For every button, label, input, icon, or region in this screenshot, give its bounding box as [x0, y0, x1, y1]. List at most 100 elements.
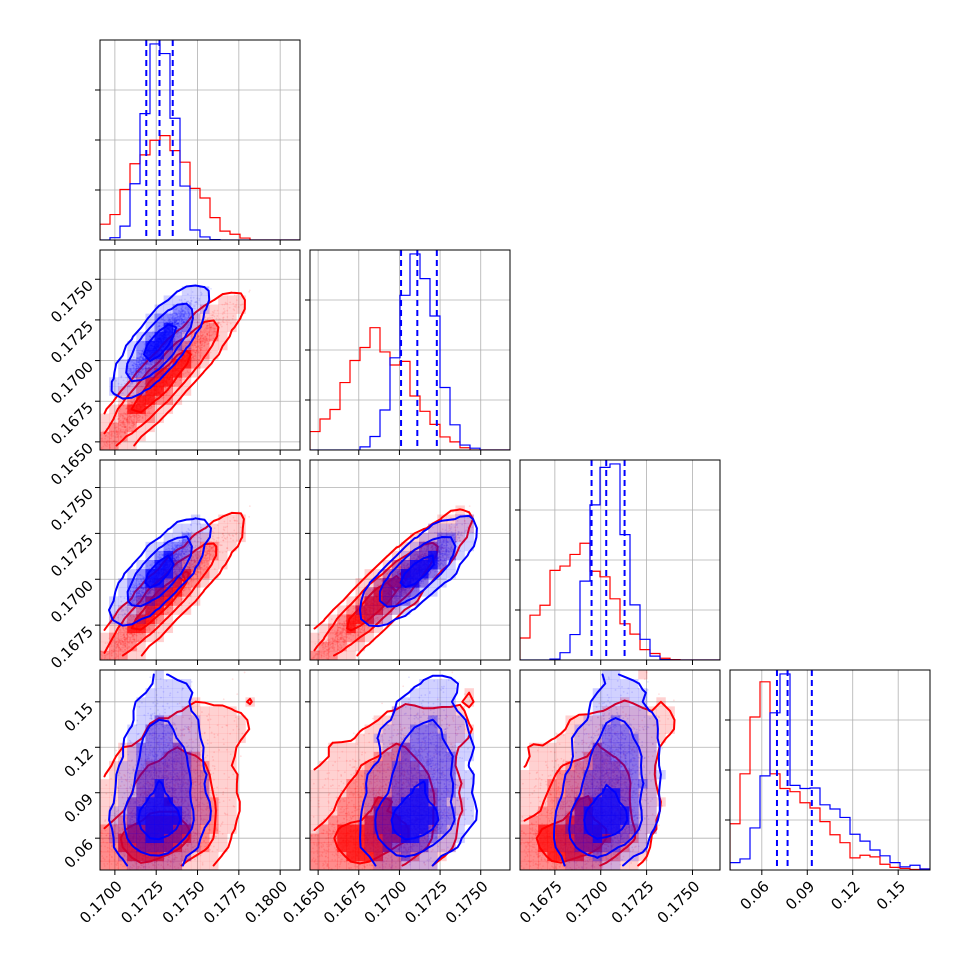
sample-point-series-1: [136, 367, 139, 370]
sample-point-series-2: [126, 418, 128, 421]
density-cell-series-2: [136, 413, 146, 424]
sample-point-series-2: [192, 356, 194, 359]
sample-point-series-2: [150, 405, 153, 408]
sample-point-series-2: [126, 419, 128, 422]
sample-point-series-2: [197, 351, 200, 354]
density-cell-series-1: [190, 286, 201, 296]
sample-point-series-1: [158, 325, 161, 327]
sample-point-series-2: [199, 341, 202, 344]
sample-point-series-2: [217, 321, 220, 324]
sample-point-series-2: [121, 421, 123, 423]
sample-point-series-2: [119, 415, 122, 418]
sample-point-series-2: [225, 319, 228, 322]
sample-point-series-1: [170, 317, 173, 320]
sample-point-series-2: [171, 386, 173, 389]
sample-point-series-2: [138, 416, 141, 419]
sample-point-series-2: [223, 310, 226, 313]
sample-point-series-2: [100, 437, 103, 440]
sample-point-series-2: [124, 425, 127, 428]
sample-point-series-1: [143, 358, 145, 361]
sample-point-series-2: [204, 319, 207, 321]
sample-point-series-2: [120, 413, 122, 416]
sample-point-series-2: [129, 400, 132, 403]
sample-point-series-2: [124, 423, 126, 426]
sample-point-series-2: [109, 447, 111, 449]
sample-point-series-2: [189, 348, 191, 350]
sample-point-series-2: [108, 441, 111, 444]
sample-point-series-2: [97, 451, 99, 453]
sample-point-series-2: [209, 326, 211, 329]
sample-point-series-2: [128, 402, 130, 405]
sample-point-series-2: [192, 355, 195, 358]
sample-point-series-2: [131, 422, 134, 425]
sample-point-series-2: [211, 333, 214, 336]
sample-point-series-2: [191, 342, 194, 345]
sample-point-series-2: [97, 653, 99, 655]
sample-point-series-1: [129, 370, 132, 373]
sample-point-series-1: [140, 353, 143, 356]
sample-point-series-2: [213, 315, 216, 318]
sample-point-series-2: [208, 323, 211, 326]
sample-point-series-2: [94, 677, 96, 679]
sample-point-series-2: [216, 315, 219, 317]
sample-point-series-1: [168, 320, 171, 323]
sample-point-series-2: [141, 417, 144, 419]
sample-point-series-2: [135, 413, 138, 416]
sample-point-series-2: [94, 464, 96, 466]
sample-point-series-2: [194, 340, 197, 342]
sample-point-series-2: [140, 389, 142, 392]
sample-point-series-2: [200, 348, 202, 351]
sample-point-series-2: [189, 335, 192, 338]
sample-point-series-2: [124, 419, 127, 421]
sample-point-series-2: [199, 349, 202, 351]
sample-point-series-2: [211, 327, 214, 330]
sample-point-series-2: [228, 306, 231, 309]
density-cell-series-2: [218, 322, 228, 333]
sample-point-series-2: [125, 418, 128, 420]
sample-point-series-2: [204, 338, 207, 340]
sample-point-series-1: [173, 314, 175, 317]
sample-point-series-2: [237, 306, 240, 308]
sample-point-series-2: [206, 332, 209, 335]
sample-point-series-2: [218, 334, 221, 337]
sample-point-series-1: [182, 321, 185, 323]
sample-point-series-2: [115, 421, 118, 424]
sample-point-series-2: [78, 683, 80, 685]
density-cell-series-1: [190, 295, 201, 305]
sample-point-series-2: [195, 356, 198, 359]
sample-point-series-2: [133, 421, 135, 424]
sample-point-series-2: [209, 338, 211, 341]
sample-point-series-2: [196, 345, 199, 348]
sample-point-series-2: [162, 396, 165, 399]
sample-point-series-2: [212, 332, 215, 334]
sample-point-series-2: [99, 662, 101, 664]
sample-point-series-1: [192, 296, 195, 299]
sample-point-series-2: [124, 428, 127, 431]
sample-point-series-2: [132, 424, 135, 427]
sample-point-series-2: [126, 421, 129, 424]
sample-point-series-2: [171, 387, 174, 390]
sample-point-series-1: [178, 325, 181, 327]
sample-point-series-2: [121, 425, 124, 428]
sample-point-series-2: [108, 443, 111, 446]
sample-point-series-2: [199, 337, 202, 340]
sample-point-series-2: [104, 435, 107, 437]
sample-point-series-2: [193, 349, 196, 352]
sample-point-series-1: [162, 324, 165, 327]
sample-point-series-2: [191, 344, 194, 347]
sample-point-series-2: [116, 432, 119, 435]
sample-point-series-2: [198, 358, 200, 361]
sample-point-series-2: [198, 338, 201, 341]
sample-point-series-2: [222, 307, 225, 310]
sample-point-series-1: [183, 313, 185, 316]
sample-point-series-1: [135, 376, 138, 379]
sample-point-series-2: [204, 327, 207, 329]
sample-point-series-2: [132, 425, 135, 427]
sample-point-series-2: [144, 413, 147, 416]
sample-point-series-1: [151, 363, 153, 366]
sample-point-series-2: [149, 407, 152, 410]
sample-point-series-2: [114, 427, 117, 429]
sample-point-series-2: [201, 342, 204, 345]
sample-point-series-2: [119, 419, 122, 422]
sample-point-series-2: [142, 392, 145, 395]
